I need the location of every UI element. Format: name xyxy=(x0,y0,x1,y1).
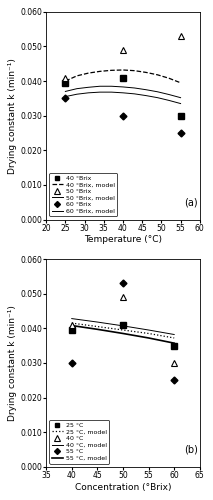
Text: (b): (b) xyxy=(184,444,198,454)
Legend: 40 °Brix, 40 °Brix, model, 50 °Brix, 50 °Brix, model, 60 °Brix, 60 °Brix, model: 40 °Brix, 40 °Brix, model, 50 °Brix, 50 … xyxy=(49,173,117,216)
X-axis label: Concentration (°Brix): Concentration (°Brix) xyxy=(75,482,171,492)
Y-axis label: Drying constant k (min⁻¹): Drying constant k (min⁻¹) xyxy=(8,305,17,421)
Legend: 25 °C, 25 °C, model, 40 °C, 40 °C, model, 55 °C, 55 °C, model: 25 °C, 25 °C, model, 40 °C, 40 °C, model… xyxy=(49,420,109,464)
X-axis label: Temperature (°C): Temperature (°C) xyxy=(84,236,162,244)
Text: (a): (a) xyxy=(184,197,198,207)
Y-axis label: Drying constant k (min⁻¹): Drying constant k (min⁻¹) xyxy=(8,58,17,174)
